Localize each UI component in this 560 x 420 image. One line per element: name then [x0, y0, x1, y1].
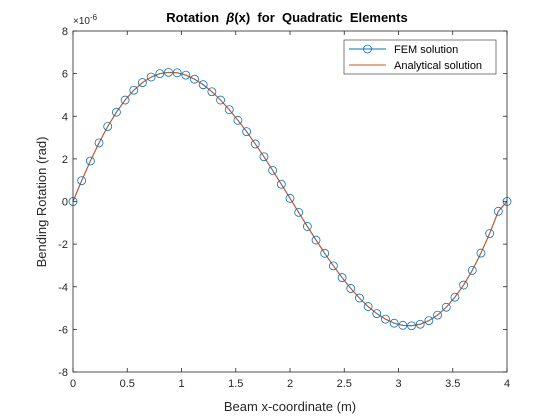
fem-point-11: [164, 67, 173, 77]
fem-point-22: [259, 152, 269, 162]
fem-point-38: [398, 320, 408, 330]
fem-point-24: [276, 179, 286, 189]
y-tick-label-4: 0: [62, 197, 68, 209]
fem-point-5: [112, 107, 121, 117]
fem-point-17: [216, 95, 225, 105]
fem-point-45: [459, 280, 469, 290]
x-tick-label-2: 1: [178, 378, 184, 390]
fem-point-29: [320, 248, 330, 258]
fem-point-35: [372, 309, 382, 319]
x-axis-label: Beam x-coordinate (m): [224, 399, 356, 414]
legend: FEM solution Analytical solution: [343, 39, 497, 75]
fem-point-19: [233, 115, 243, 125]
fem-point-2: [85, 156, 95, 166]
fem-point-3: [94, 138, 104, 148]
y-tick-label-7: 6: [62, 69, 68, 81]
x-tick-label-8: 4: [504, 378, 510, 390]
fem-point-40: [415, 319, 425, 329]
legend-fem-label: FEM solution: [394, 44, 458, 56]
x-tick-label-7: 3.5: [445, 378, 460, 390]
fem-point-12: [172, 68, 182, 78]
title-part-1: Rotation: [166, 10, 226, 25]
fem-point-47: [476, 248, 486, 258]
fem-point-7: [129, 85, 139, 95]
fem-point-34: [363, 302, 373, 311]
fem-point-44: [450, 292, 460, 302]
fem-point-15: [198, 80, 208, 90]
x-tick-label-3: 1.5: [228, 378, 243, 390]
legend-fem-marker: [363, 44, 372, 54]
fem-point-42: [433, 310, 442, 320]
chart-title: Rotation β(x) for Quadratic Elements: [166, 10, 407, 25]
title-beta: β: [225, 10, 234, 25]
series-layer: [68, 67, 512, 331]
fem-point-33: [355, 293, 364, 303]
fem-point-23: [268, 165, 278, 175]
y-tick-label-5: 2: [62, 154, 68, 166]
analytical-solution-line: [72, 71, 508, 327]
fem-point-26: [294, 207, 304, 217]
fem-point-8: [138, 78, 147, 87]
fem-point-21: [250, 139, 260, 149]
plot-area: [73, 31, 507, 372]
fem-point-41: [424, 316, 434, 326]
fem-point-16: [207, 87, 217, 97]
fem-point-36: [381, 314, 390, 324]
fem-point-1: [77, 176, 87, 186]
fem-point-25: [285, 193, 295, 203]
fem-point-49: [493, 206, 503, 216]
fem-point-48: [485, 229, 495, 238]
fem-point-18: [224, 105, 234, 115]
fem-point-6: [120, 95, 130, 105]
fem-point-46: [467, 265, 477, 275]
y-multiplier-base: ×10: [73, 16, 90, 27]
plot-frame: [72, 30, 508, 373]
y-tick-label-1: -6: [58, 324, 68, 336]
x-tick-label-6: 3: [395, 378, 401, 390]
legend-analytical-label: Analytical solution: [394, 60, 482, 72]
x-tick-label-1: 0.5: [120, 378, 135, 390]
y-tick-label-3: -2: [58, 239, 68, 251]
title-part-2: (x) for Quadratic Elements: [234, 10, 407, 25]
fem-point-27: [302, 222, 312, 231]
fem-point-20: [242, 127, 252, 136]
y-multiplier: ×10-6: [73, 13, 98, 27]
x-tick-label-0: 0: [70, 378, 76, 390]
fem-point-30: [328, 261, 338, 271]
y-multiplier-exponent: -6: [90, 13, 98, 22]
fem-point-13: [181, 70, 191, 80]
fem-point-14: [190, 74, 199, 84]
fem-point-4: [103, 122, 113, 131]
fem-point-28: [311, 235, 321, 245]
y-tick-label-8: 8: [62, 26, 68, 38]
y-tick-label-2: -4: [58, 282, 68, 294]
fem-point-10: [155, 69, 165, 79]
fem-point-37: [389, 318, 399, 328]
ticks-layer: 0 0.5 1 1.5 2 2.5 3 3.5 4 -8 -6 -4 -2 0 2 4 6 8: [58, 26, 510, 390]
x-tick-label-5: 2.5: [337, 378, 352, 390]
fem-point-31: [337, 273, 347, 282]
fem-point-39: [407, 321, 416, 331]
y-axis-label: Bending Rotation (rad): [34, 137, 49, 268]
y-tick-label-0: -8: [58, 367, 68, 379]
fem-point-43: [441, 302, 451, 312]
fem-point-32: [346, 284, 356, 293]
fem-point-9: [146, 72, 156, 82]
y-tick-label-6: 4: [62, 111, 68, 123]
x-tick-label-4: 2: [287, 378, 293, 390]
